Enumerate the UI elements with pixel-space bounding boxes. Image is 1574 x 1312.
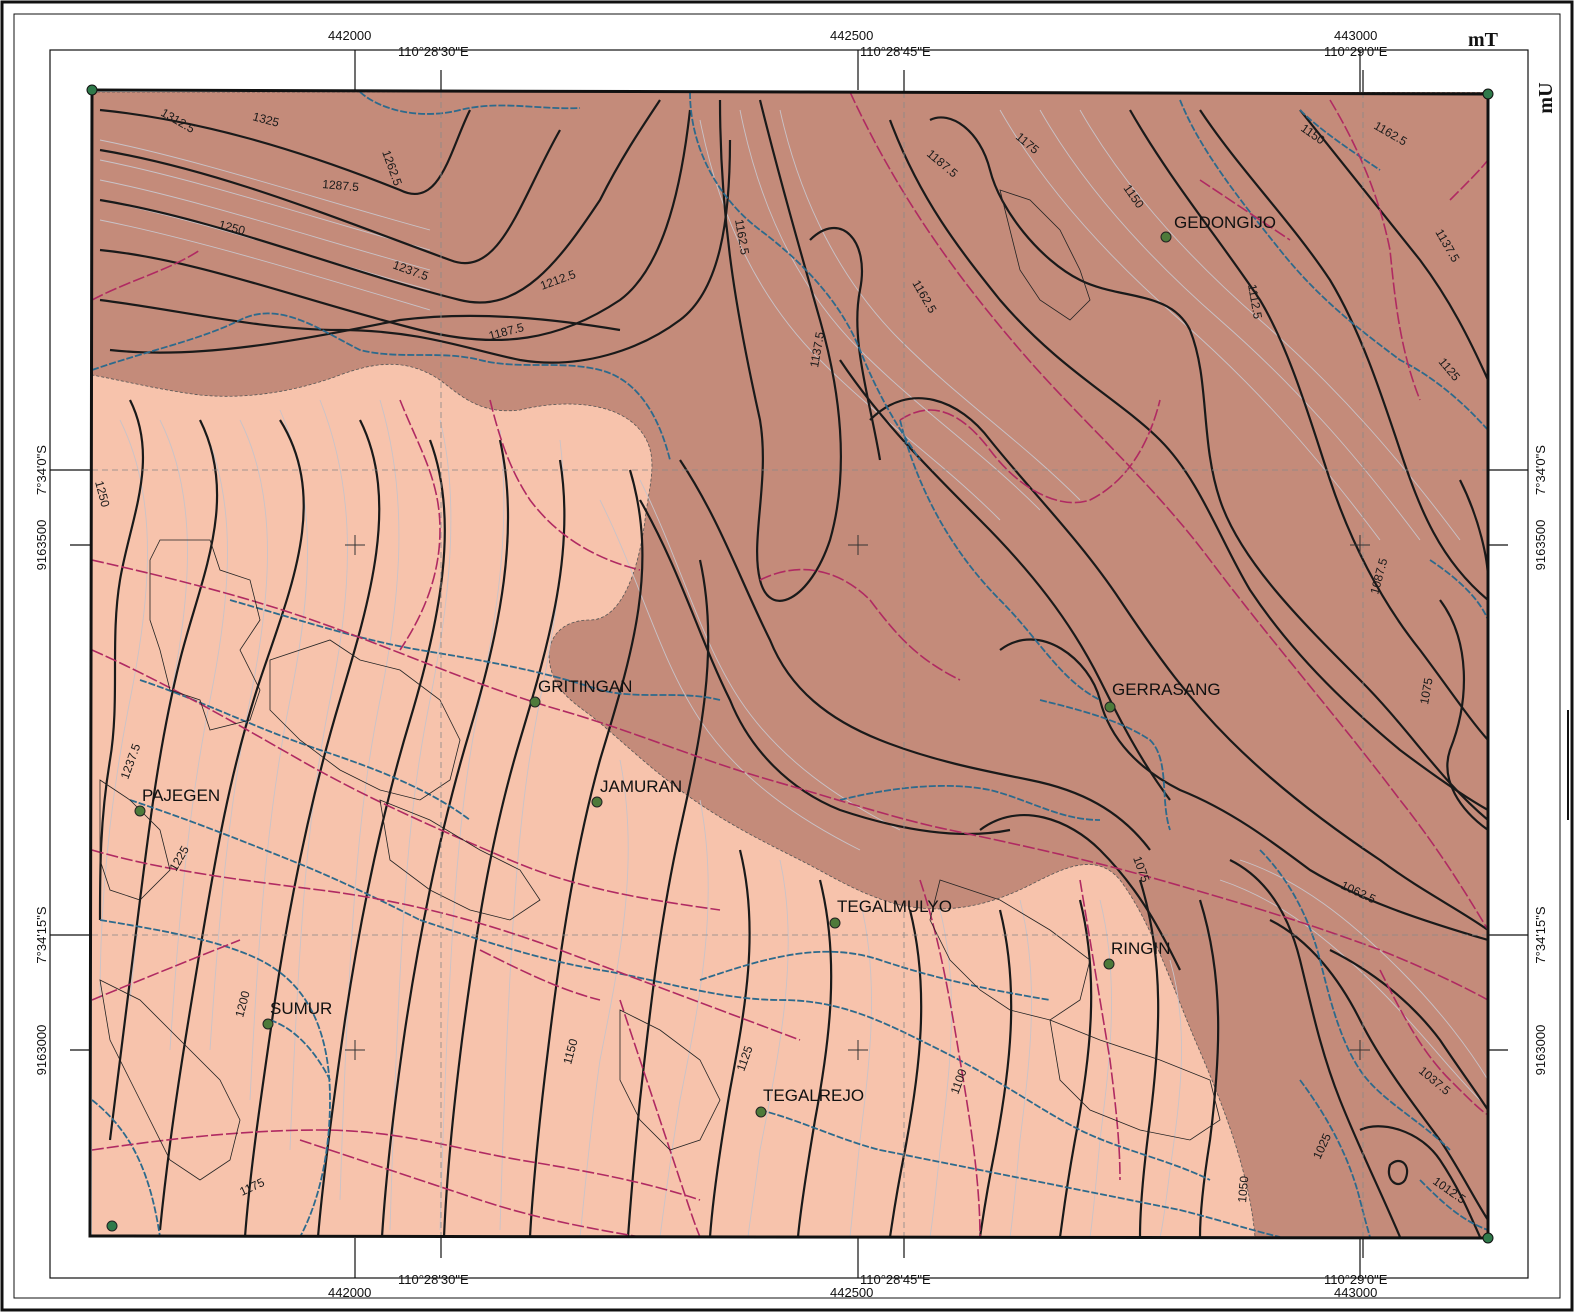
contour-label: 1287.5 [322,177,360,194]
contour-label: 1250 [92,479,113,509]
village-sumur[interactable]: SUMUR [262,999,332,1030]
top-easting-label: 443000 [1334,28,1377,43]
top-longitude-label: 110°28'30"E [398,44,469,59]
contour-label: 1325 [251,109,281,130]
village-jamuran[interactable]: JAMURAN [591,777,682,808]
upper-zone [92,92,1488,1237]
top-longitude-label: 110°29'0"E [1324,44,1388,59]
contour-label: 1050 [1235,1175,1251,1203]
left-latitude-label: 7°34'15"S [34,906,49,963]
village-ringin[interactable]: RINGIN [1103,939,1171,970]
corner-point [1482,1232,1494,1244]
left-northing-label: 9163000 [34,1025,49,1076]
rivers [92,92,1488,1237]
contour-label: 1162.5 [732,218,752,256]
village-pajegen[interactable]: PAJEGEN [134,786,220,817]
right-northing-label: 9163000 [1533,1025,1548,1076]
village-label: GRITINGAN [538,677,632,696]
top-longitude-label: 110°28'45"E [860,44,931,59]
control-point [106,1220,118,1232]
village-label: SUMUR [270,999,332,1018]
major-contours [98,99,1488,1237]
bottom-longitude-label: 110°28'30"E [398,1272,469,1287]
right-northing-label: 9163500 [1533,520,1548,571]
easting-unit-label: mT [1468,29,1499,51]
village-label: TEGALREJO [763,1086,864,1105]
grid-crosses [345,535,1370,1060]
village-label: GEDONGIJO [1174,213,1276,232]
right-latitude-label: 7°34'15"S [1533,906,1548,963]
neatline [49,49,1529,1279]
contour-label: 1112.5 [1245,283,1265,320]
corner-point [86,84,98,96]
graticule [92,92,1488,1237]
village-label: JAMURAN [600,777,682,796]
contour-label: 1250 [217,217,247,238]
bottom-longitude-label: 110°28'45"E [860,1272,931,1287]
roads [92,92,1488,1237]
top-easting-label: 442000 [328,28,371,43]
village-label: TEGALMULYO [837,897,952,916]
village-tegalmulyo[interactable]: TEGALMULYO [829,897,952,929]
northing-unit-label: mU [1535,82,1557,113]
village-label: GERRASANG [1112,680,1221,699]
left-northing-label: 9163500 [34,520,49,571]
contour-label: 1150 [560,1037,580,1066]
map-body: 1312.5 1325 1262.5 1287.5 1250 1237.5 12… [92,92,1488,1237]
inner-border [13,13,1561,1299]
village-tegalrejo[interactable]: TEGALREJO [755,1086,864,1118]
bottom-easting-label: 442000 [328,1285,371,1300]
top-easting-label: 442500 [830,28,873,43]
bottom-easting-label: 443000 [1334,1285,1377,1300]
contour-label: 1200 [232,989,253,1019]
contour-label: 1137.5 [807,331,827,369]
village-gedongijo[interactable]: GEDONGIJO [1160,213,1276,243]
contour-label: 1075 [1417,676,1435,705]
village-gerrasang[interactable]: GERRASANG [1104,680,1221,713]
left-latitude-label: 7°34'0"S [34,445,49,495]
corner-point [1482,88,1494,100]
frame-ticks [50,50,1528,1278]
village-label: RINGIN [1111,939,1171,958]
bottom-easting-label: 442500 [830,1285,873,1300]
village-label: PAJEGEN [142,786,220,805]
villages: GEDONGIJO GRITINGAN GERRASANG PAJEGEN JA… [134,213,1276,1118]
bottom-longitude-label: 110°29'0"E [1324,1272,1388,1287]
parcels [99,189,1221,1181]
village-gritingan[interactable]: GRITINGAN [529,677,632,708]
right-latitude-label: 7°34'0"S [1533,445,1548,495]
